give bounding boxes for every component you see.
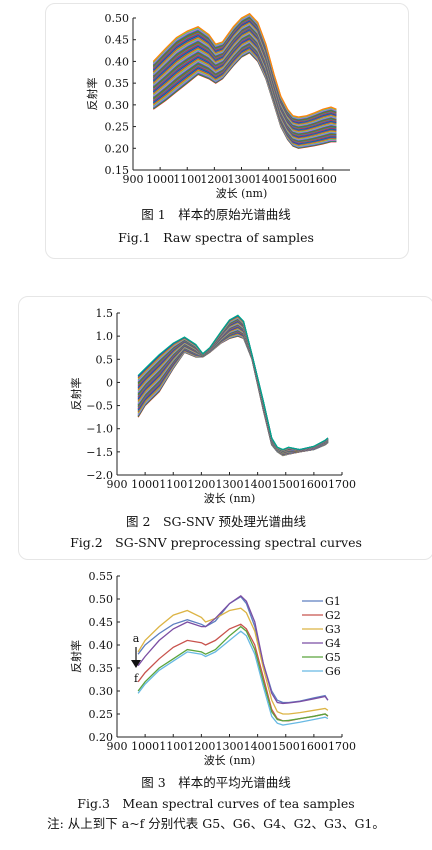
x-tick-label: 1500 xyxy=(272,478,300,491)
y-tick-label: −1.0 xyxy=(86,423,113,436)
y-tick-label: 0.35 xyxy=(105,77,130,90)
figure-1-chart: 900 1000 1100 1200 1300 1400 1500 1600 0.15 0.20 0… xyxy=(85,12,350,200)
series-line-g4 xyxy=(137,594,329,705)
figure-2-caption-cn: 图 2 SG-SNV 预处理光谱曲线 xyxy=(126,514,306,529)
y-tick-label: 1.0 xyxy=(96,330,114,343)
figure-2-chart: 900 1000 1100 1200 1300 1400 1500 1600 1700 −2.0 −… xyxy=(69,307,356,505)
x-axis-title: 波长 (nm) xyxy=(204,492,256,505)
x-tick-label: 1700 xyxy=(328,740,356,753)
x-tick-label: 1600 xyxy=(309,173,337,186)
y-tick-label: 1.5 xyxy=(96,307,114,320)
down-arrow-icon xyxy=(131,660,141,668)
x-tick-label: 1200 xyxy=(200,173,228,186)
figure-3-caption-cn: 图 3 样本的平均光谱曲线 xyxy=(141,775,291,790)
x-tick-label: 1000 xyxy=(131,478,159,491)
figure-3-note: 注: 从上到下 a~f 分别代表 G5、G6、G4、G2、G3、G1。 xyxy=(47,816,385,831)
x-tick-label: 1200 xyxy=(187,740,215,753)
x-tick-label: 1400 xyxy=(244,478,272,491)
y-tick-label: 0.25 xyxy=(105,121,130,134)
x-tick-label: 1000 xyxy=(131,740,159,753)
legend-label-g5: G5 xyxy=(325,651,341,664)
y-tick-label: 0.25 xyxy=(89,708,114,721)
y-tick-label: 0.35 xyxy=(89,662,114,675)
legend-label-g6: G6 xyxy=(325,665,341,678)
x-tick-label: 900 xyxy=(107,478,128,491)
x-tick-label: 1300 xyxy=(228,173,256,186)
legend-label-g1: G1 xyxy=(325,595,341,608)
series-line-g2 xyxy=(137,623,329,722)
y-tick-label: 0.45 xyxy=(105,34,130,47)
legend-label-g3: G3 xyxy=(325,623,341,636)
figure-1-caption-cn: 图 1 样本的原始光谱曲线 xyxy=(141,207,291,222)
x-tick-label: 1600 xyxy=(300,740,328,753)
figure-1-caption-en: Fig.1 Raw spectra of samples xyxy=(118,230,314,245)
y-tick-label: 0.20 xyxy=(105,142,130,155)
x-tick-label: 1100 xyxy=(159,740,187,753)
legend-label-g2: G2 xyxy=(325,609,341,622)
y-tick-label: 0 xyxy=(106,376,113,389)
x-tick-label: 1500 xyxy=(272,740,300,753)
y-tick-label: −0.5 xyxy=(86,400,113,413)
y-tick-label: 0.55 xyxy=(89,570,114,583)
raw-spectrum-line xyxy=(152,12,337,118)
y-tick-label: 0.5 xyxy=(96,353,114,366)
y-tick-label: 0.30 xyxy=(105,99,130,112)
y-tick-label: −1.5 xyxy=(86,446,113,459)
x-tick-label: 1200 xyxy=(187,478,215,491)
y-tick-label: 0.50 xyxy=(105,12,130,25)
figure-3-chart: 900 1000 1100 1200 1300 1400 1500 1600 1700 0.20 0… xyxy=(69,570,356,767)
series-line-g3 xyxy=(137,607,329,715)
y-axis-title: 反射率 xyxy=(85,78,99,111)
figure-3-caption-en: Fig.3 Mean spectral curves of tea sample… xyxy=(77,796,355,811)
x-tick-label: 1600 xyxy=(300,478,328,491)
series-line-g1 xyxy=(137,595,329,704)
y-tick-label: 0.15 xyxy=(105,164,130,177)
x-tick-label: 1000 xyxy=(146,173,174,186)
x-tick-label: 1300 xyxy=(216,740,244,753)
annotation-f: f xyxy=(134,672,139,685)
series-line-g6 xyxy=(137,630,329,726)
y-tick-label: 0.40 xyxy=(105,55,130,68)
x-tick-label: 1400 xyxy=(255,173,283,186)
x-tick-label: 900 xyxy=(107,740,128,753)
x-tick-label: 1400 xyxy=(244,740,272,753)
x-tick-label: 1700 xyxy=(328,478,356,491)
y-tick-label: 0.30 xyxy=(89,685,114,698)
y-tick-label: 0.40 xyxy=(89,639,114,652)
x-tick-label: 1500 xyxy=(282,173,310,186)
y-tick-label: 0.45 xyxy=(89,616,114,629)
annotation-a: a xyxy=(133,632,140,645)
legend-label-g4: G4 xyxy=(325,637,341,650)
y-tick-label: −2.0 xyxy=(86,469,113,482)
y-axis-title: 反射率 xyxy=(69,640,83,673)
x-tick-label: 1100 xyxy=(159,478,187,491)
x-tick-label: 1100 xyxy=(173,173,201,186)
figure-2-caption-en: Fig.2 SG-SNV preprocessing spectral curv… xyxy=(70,535,362,550)
x-tick-label: 900 xyxy=(123,173,144,186)
y-tick-label: 0.20 xyxy=(89,731,114,744)
y-tick-label: 0.50 xyxy=(89,593,114,606)
x-tick-label: 1300 xyxy=(216,478,244,491)
y-axis-title: 反射率 xyxy=(69,378,83,411)
x-axis-title: 波长 (nm) xyxy=(204,754,256,767)
series-line-g5 xyxy=(137,625,329,722)
sg-snv-spectrum-line xyxy=(137,314,329,451)
x-axis-title: 波长 (nm) xyxy=(216,187,268,200)
